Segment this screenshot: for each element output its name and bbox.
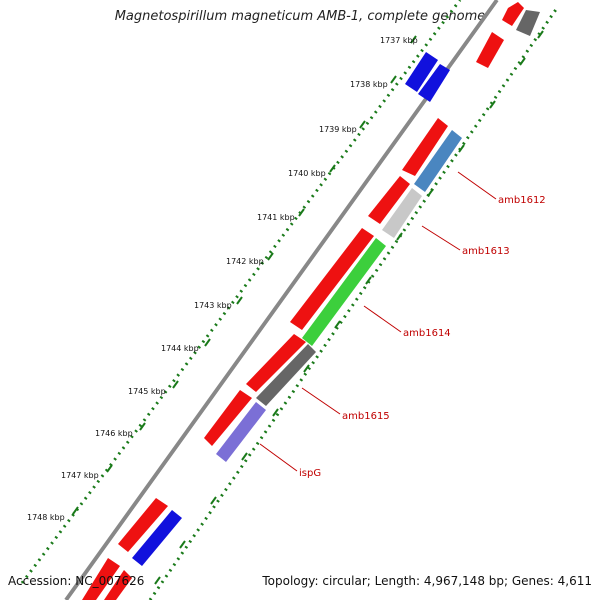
tick-label: 1748 kbp [27,513,65,522]
gene-feature-lightgray[interactable] [382,188,422,238]
tick-label: 1741 kbp [257,213,295,222]
label-leader-line [301,387,341,415]
map-title: Magnetospirillum magneticum AMB-1, compl… [114,9,486,24]
gene-feature-red[interactable] [118,498,168,552]
tick-label: 1738 kbp [350,80,388,89]
gene-labels: amb1612 amb1613 amb1614 amb1615 ispG [259,171,546,479]
gene-label[interactable]: amb1612 [498,195,546,206]
inner-tick-mark [489,100,496,109]
gene-feature-red[interactable] [502,2,524,26]
gene-features [82,2,540,600]
tick-mark [298,208,305,217]
inner-tick-mark [303,364,310,373]
tick-mark [204,338,211,347]
tick-label: 1747 kbp [61,471,99,480]
tick-label: 1746 kbp [95,429,133,438]
accession-text: Accession: NC_007626 [8,574,145,588]
tick-mark [359,120,366,129]
inner-tick-mark [396,232,403,241]
tick-mark [139,422,146,431]
label-leader-line [363,305,402,333]
gene-label[interactable]: ispG [299,468,321,479]
inner-tick-mark [272,408,279,417]
label-leader-line [259,443,298,472]
tick-mark [410,35,417,44]
tick-mark [236,296,243,305]
inner-tick-mark [334,320,341,329]
tick-mark [72,506,79,515]
gene-feature-steelblue[interactable] [414,130,462,192]
tick-label: 1745 kbp [128,387,166,396]
gene-feature-green[interactable] [302,238,386,346]
gene-feature-red[interactable] [104,570,132,600]
inner-tick-mark [241,452,248,461]
tick-label: 1742 kbp [226,257,264,266]
gene-feature-blue[interactable] [132,510,182,566]
inner-tick-mark [427,188,434,197]
gene-feature-red[interactable] [82,558,120,600]
gene-feature-red[interactable] [246,334,306,392]
gene-feature-blue[interactable] [405,52,438,92]
gene-label[interactable]: amb1615 [342,411,390,422]
tick-mark [329,164,336,173]
gene-label[interactable]: amb1614 [403,328,451,339]
gene-feature-purple[interactable] [216,402,266,462]
inner-tick-mark [210,496,217,505]
inner-tick-mark [154,576,161,585]
gene-feature-red[interactable] [290,228,374,330]
gene-feature-red[interactable] [402,118,448,176]
inner-dotted-ring [148,7,559,600]
inner-tick-mark [365,276,372,285]
genome-summary-text: Topology: circular; Length: 4,967,148 bp… [262,574,592,588]
gene-feature-red[interactable] [368,176,410,224]
gene-feature-red[interactable] [204,390,252,446]
gene-feature-blue[interactable] [418,64,450,102]
tick-label: 1739 kbp [319,125,357,134]
genome-backbone [64,0,499,600]
tick-label: 1737 kbp [380,36,418,45]
gene-feature-gray[interactable] [516,10,540,36]
gene-feature-darkgray[interactable] [256,344,316,406]
inner-tick-mark [458,144,465,153]
tick-label: 1743 kbp [194,301,232,310]
tick-mark [390,75,397,84]
outer-dotted-ring [20,0,462,584]
inner-tick-mark [537,30,544,39]
gene-label[interactable]: amb1613 [462,246,510,257]
inner-tick-mark [179,540,186,549]
tick-mark [106,464,113,473]
tick-mark [267,252,274,261]
tick-group: 1737 kbp 1738 kbp 1739 kbp 1740 kbp 1741… [27,35,418,522]
inner-tick-mark [519,57,526,66]
tick-label: 1740 kbp [288,169,326,178]
label-leader-line [457,171,497,200]
gene-feature-red[interactable] [476,32,504,68]
inner-tick-group [154,30,544,585]
label-leader-line [421,225,461,251]
tick-label: 1744 kbp [161,344,199,353]
tick-mark [172,380,179,389]
